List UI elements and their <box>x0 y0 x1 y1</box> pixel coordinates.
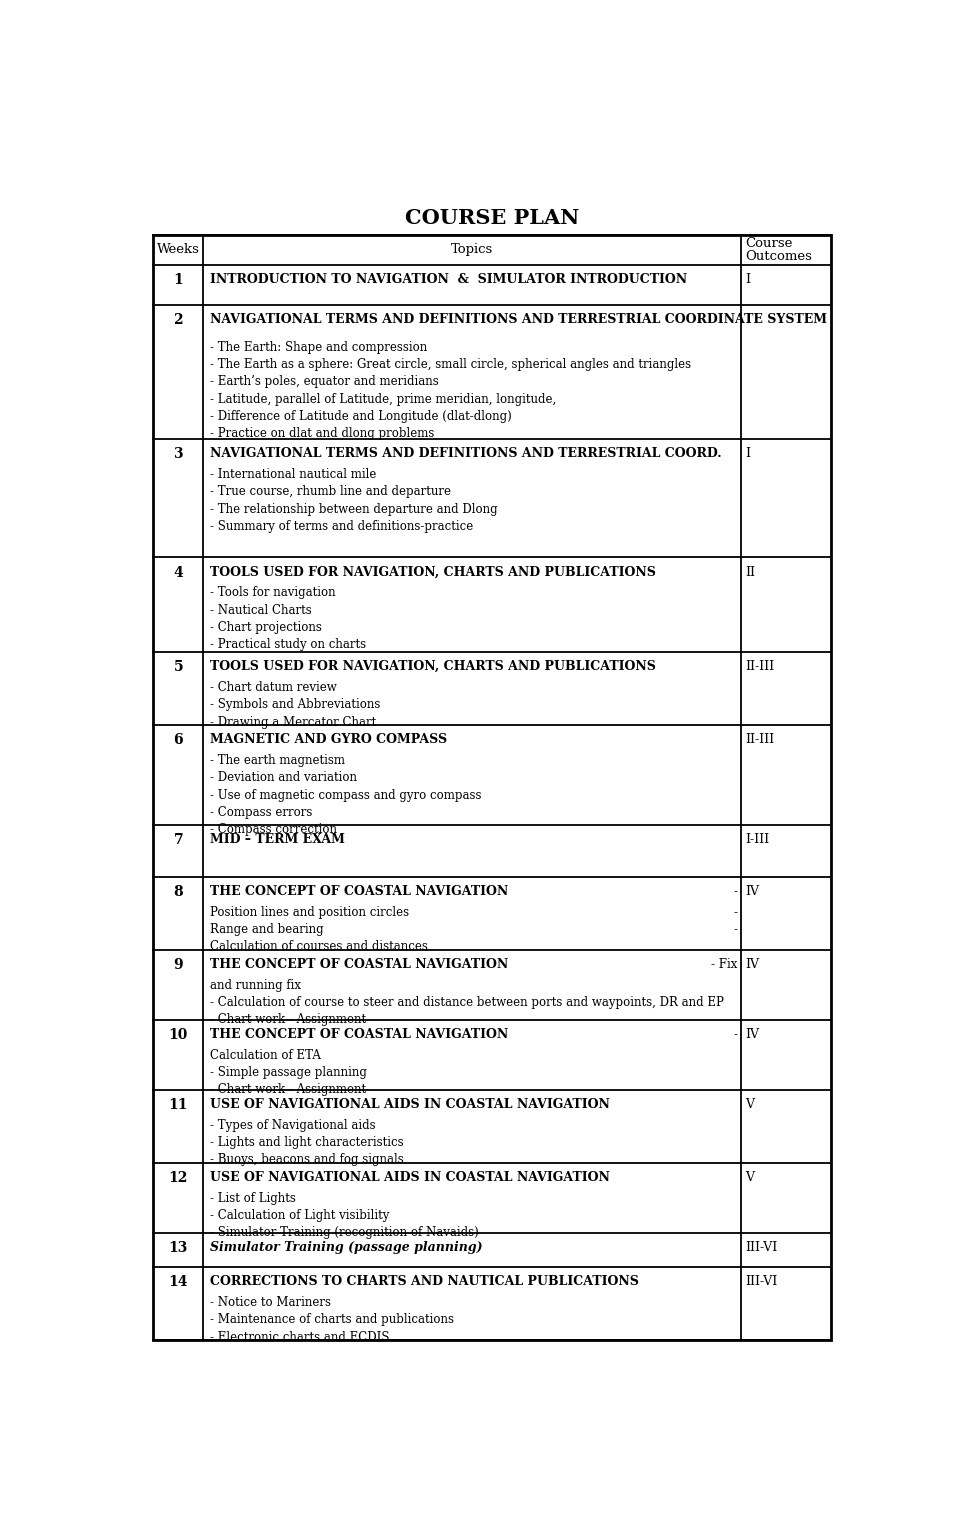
Text: 1: 1 <box>174 273 183 287</box>
Text: - Earth’s poles, equator and meridians: - Earth’s poles, equator and meridians <box>210 375 439 389</box>
Text: 8: 8 <box>174 886 183 899</box>
Text: - The relationship between departure and Dlong: - The relationship between departure and… <box>210 503 498 516</box>
Text: I-III: I-III <box>746 834 770 846</box>
Text: Calculation of courses and distances: Calculation of courses and distances <box>210 940 428 954</box>
Text: - Compass errors: - Compass errors <box>210 807 313 819</box>
Text: 14: 14 <box>168 1276 188 1290</box>
Text: - Practice on dlat and dlong problems: - Practice on dlat and dlong problems <box>210 427 435 441</box>
Text: - Simulator Training (recognition of Navaids): - Simulator Training (recognition of Nav… <box>210 1226 479 1240</box>
Text: - Summary of terms and definitions-practice: - Summary of terms and definitions-pract… <box>210 519 473 533</box>
Text: 10: 10 <box>169 1028 188 1042</box>
Text: - The earth magnetism: - The earth magnetism <box>210 753 346 767</box>
Text: II: II <box>746 565 756 579</box>
Text: THE CONCEPT OF COASTAL NAVIGATION: THE CONCEPT OF COASTAL NAVIGATION <box>210 958 509 971</box>
Text: I: I <box>746 448 751 460</box>
Text: I: I <box>746 273 751 286</box>
Text: and running fix: and running fix <box>210 978 301 992</box>
Text: 5: 5 <box>174 661 183 674</box>
Text: USE OF NAVIGATIONAL AIDS IN COASTAL NAVIGATION: USE OF NAVIGATIONAL AIDS IN COASTAL NAVI… <box>210 1171 611 1183</box>
Text: - Chart work - Assignment: - Chart work - Assignment <box>210 1013 367 1027</box>
Text: - Calculation of Light visibility: - Calculation of Light visibility <box>210 1209 390 1223</box>
Text: MAGNETIC AND GYRO COMPASS: MAGNETIC AND GYRO COMPASS <box>210 734 447 746</box>
Text: - Fix: - Fix <box>711 958 737 971</box>
Text: III-VI: III-VI <box>746 1241 778 1253</box>
Text: Position lines and position circles: Position lines and position circles <box>210 905 410 919</box>
Text: - Electronic charts and ECDIS: - Electronic charts and ECDIS <box>210 1331 390 1344</box>
Text: 2: 2 <box>174 313 183 327</box>
Text: - Compass correction: - Compass correction <box>210 823 337 837</box>
Text: - Difference of Latitude and Longitude (dlat-dlong): - Difference of Latitude and Longitude (… <box>210 410 512 422</box>
Text: 7: 7 <box>174 834 183 848</box>
Text: Simulator Training (passage planning): Simulator Training (passage planning) <box>210 1241 483 1253</box>
Text: 6: 6 <box>174 734 183 747</box>
Text: - Deviation and variation: - Deviation and variation <box>210 772 357 784</box>
Text: - Maintenance of charts and publications: - Maintenance of charts and publications <box>210 1314 454 1326</box>
Text: - True course, rhumb line and departure: - True course, rhumb line and departure <box>210 486 451 498</box>
Text: -: - <box>733 924 737 936</box>
Text: IV: IV <box>746 1028 759 1041</box>
Text: Outcomes: Outcomes <box>745 249 812 263</box>
Text: -: - <box>733 886 737 898</box>
Text: - Buoys, beacons and fog signals: - Buoys, beacons and fog signals <box>210 1153 404 1167</box>
Text: II-III: II-III <box>746 661 775 673</box>
Text: 3: 3 <box>174 448 183 462</box>
Text: TOOLS USED FOR NAVIGATION, CHARTS AND PUBLICATIONS: TOOLS USED FOR NAVIGATION, CHARTS AND PU… <box>210 565 657 579</box>
Text: -: - <box>733 905 737 919</box>
Text: - Latitude, parallel of Latitude, prime meridian, longitude,: - Latitude, parallel of Latitude, prime … <box>210 392 557 406</box>
Text: NAVIGATIONAL TERMS AND DEFINITIONS AND TERRESTRIAL COORDINATE SYSTEM: NAVIGATIONAL TERMS AND DEFINITIONS AND T… <box>210 313 828 327</box>
Text: V: V <box>746 1171 755 1183</box>
Text: THE CONCEPT OF COASTAL NAVIGATION: THE CONCEPT OF COASTAL NAVIGATION <box>210 886 509 898</box>
Text: - Chart projections: - Chart projections <box>210 621 323 633</box>
Text: 12: 12 <box>169 1171 188 1185</box>
Text: - List of Lights: - List of Lights <box>210 1192 297 1205</box>
Text: Topics: Topics <box>451 243 493 257</box>
Text: - Types of Navigational aids: - Types of Navigational aids <box>210 1118 376 1132</box>
Text: 4: 4 <box>174 565 183 580</box>
Text: - Nautical Charts: - Nautical Charts <box>210 603 312 617</box>
Text: - Calculation of course to steer and distance between ports and waypoints, DR an: - Calculation of course to steer and dis… <box>210 996 724 1009</box>
Text: III-VI: III-VI <box>746 1276 778 1288</box>
Text: USE OF NAVIGATIONAL AIDS IN COASTAL NAVIGATION: USE OF NAVIGATIONAL AIDS IN COASTAL NAVI… <box>210 1098 611 1110</box>
Text: - Use of magnetic compass and gyro compass: - Use of magnetic compass and gyro compa… <box>210 788 482 802</box>
Text: - Lights and light characteristics: - Lights and light characteristics <box>210 1136 404 1148</box>
Text: - The Earth: Shape and compression: - The Earth: Shape and compression <box>210 340 427 354</box>
Text: Range and bearing: Range and bearing <box>210 924 324 936</box>
Text: INTRODUCTION TO NAVIGATION  &  SIMULATOR INTRODUCTION: INTRODUCTION TO NAVIGATION & SIMULATOR I… <box>210 273 687 286</box>
Text: -: - <box>733 1028 737 1041</box>
Text: - Chart datum review: - Chart datum review <box>210 681 337 694</box>
Text: Calculation of ETA: Calculation of ETA <box>210 1048 322 1062</box>
Text: - International nautical mile: - International nautical mile <box>210 468 376 482</box>
Text: 11: 11 <box>168 1098 188 1112</box>
Text: - Tools for navigation: - Tools for navigation <box>210 586 336 600</box>
Text: - The Earth as a sphere: Great circle, small circle, spherical angles and triang: - The Earth as a sphere: Great circle, s… <box>210 358 691 371</box>
Text: NAVIGATIONAL TERMS AND DEFINITIONS AND TERRESTRIAL COORD.: NAVIGATIONAL TERMS AND DEFINITIONS AND T… <box>210 448 722 460</box>
Text: 13: 13 <box>169 1241 188 1255</box>
Text: THE CONCEPT OF COASTAL NAVIGATION: THE CONCEPT OF COASTAL NAVIGATION <box>210 1028 509 1041</box>
Text: Course: Course <box>745 237 792 251</box>
Text: - Chart work - Assignment: - Chart work - Assignment <box>210 1083 367 1097</box>
Text: - Practical study on charts: - Practical study on charts <box>210 638 367 652</box>
Text: - Symbols and Abbreviations: - Symbols and Abbreviations <box>210 699 381 711</box>
Text: 9: 9 <box>174 958 183 972</box>
Text: IV: IV <box>746 886 759 898</box>
Text: Weeks: Weeks <box>156 243 200 257</box>
Text: MID – TERM EXAM: MID – TERM EXAM <box>210 834 346 846</box>
Text: - Drawing a Mercator Chart: - Drawing a Mercator Chart <box>210 715 376 729</box>
Text: IV: IV <box>746 958 759 971</box>
Text: CORRECTIONS TO CHARTS AND NAUTICAL PUBLICATIONS: CORRECTIONS TO CHARTS AND NAUTICAL PUBLI… <box>210 1276 639 1288</box>
Text: TOOLS USED FOR NAVIGATION, CHARTS AND PUBLICATIONS: TOOLS USED FOR NAVIGATION, CHARTS AND PU… <box>210 661 657 673</box>
Text: V: V <box>746 1098 755 1110</box>
Text: I: I <box>746 313 751 327</box>
Text: II-III: II-III <box>746 734 775 746</box>
Text: - Notice to Mariners: - Notice to Mariners <box>210 1296 331 1309</box>
Text: - Simple passage planning: - Simple passage planning <box>210 1066 368 1078</box>
Text: COURSE PLAN: COURSE PLAN <box>405 208 579 228</box>
